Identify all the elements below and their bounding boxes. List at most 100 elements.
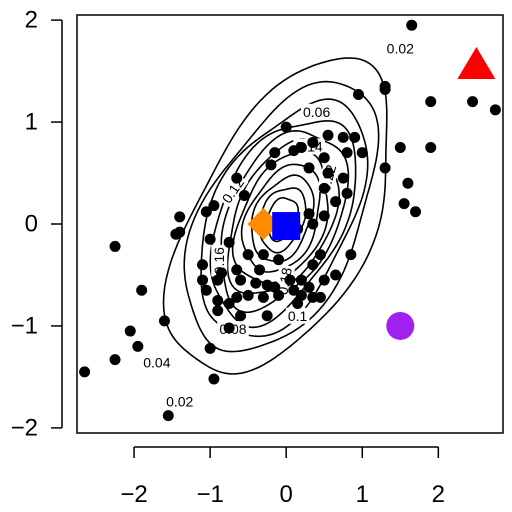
data-point: [197, 259, 209, 271]
contour-label: 0.06: [303, 104, 330, 120]
data-point: [379, 162, 391, 174]
data-point: [109, 240, 121, 252]
data-point: [242, 289, 254, 301]
data-point: [314, 249, 326, 261]
data-point: [349, 131, 361, 143]
y-axis: −2 −1 0 1 2: [11, 7, 63, 441]
data-point: [212, 305, 224, 317]
data-point: [303, 208, 315, 220]
data-point: [288, 145, 300, 157]
contour-line: [258, 187, 307, 254]
y-tick-label: 1: [25, 109, 38, 136]
contour-label: 0.04: [143, 355, 170, 371]
data-point: [231, 291, 243, 303]
data-point: [398, 198, 410, 210]
contour-label-background: [285, 307, 310, 324]
contour-label-background: [141, 354, 173, 371]
data-point: [322, 129, 334, 141]
blue-square-marker: [272, 212, 301, 241]
contour-line: [231, 151, 329, 284]
data-point: [212, 294, 224, 306]
data-point: [109, 354, 121, 366]
data-point: [318, 182, 330, 194]
data-point: [223, 322, 235, 334]
data-points: [79, 19, 501, 422]
data-point: [322, 167, 334, 179]
data-point: [208, 373, 220, 385]
contour-line: [200, 98, 369, 338]
y-tick-label: 0: [25, 211, 38, 238]
contour-label: 0.02: [166, 393, 193, 409]
data-point: [223, 236, 235, 248]
y-tick-label: −1: [11, 312, 38, 339]
data-point: [254, 264, 266, 276]
data-point: [489, 104, 501, 116]
y-tick-label: −2: [11, 414, 38, 441]
data-point: [318, 152, 330, 164]
contour-label: 0.02: [387, 41, 414, 57]
data-point: [345, 249, 357, 261]
data-point: [337, 131, 349, 143]
data-point: [170, 228, 182, 240]
data-point: [235, 274, 247, 286]
data-point: [242, 249, 254, 261]
data-point: [269, 147, 281, 159]
data-point: [231, 264, 243, 276]
data-point: [223, 298, 235, 310]
data-point: [307, 218, 319, 230]
data-point: [136, 284, 148, 296]
data-point: [425, 96, 437, 108]
data-point: [204, 342, 216, 354]
x-tick-label: −2: [120, 481, 147, 508]
x-tick-label: 0: [280, 481, 293, 508]
plot-frame: [76, 14, 504, 434]
contour-label-background: [164, 393, 196, 410]
data-point: [379, 80, 391, 92]
data-point: [303, 162, 315, 174]
data-point: [303, 281, 315, 293]
data-point: [200, 206, 212, 218]
data-point: [406, 19, 418, 31]
x-tick-label: −1: [196, 481, 223, 508]
data-point: [238, 189, 250, 201]
data-point: [79, 366, 91, 378]
contour-label: 0.1: [288, 308, 308, 324]
data-point: [402, 177, 414, 189]
data-point: [337, 172, 349, 184]
data-point: [250, 277, 262, 289]
contour-label-background: [384, 40, 417, 57]
data-point: [318, 210, 330, 222]
data-point: [261, 310, 273, 322]
data-point: [425, 142, 437, 154]
data-point: [204, 233, 216, 245]
data-point: [330, 269, 342, 281]
orange-diamond-marker: [247, 208, 280, 240]
data-point: [307, 136, 319, 148]
data-point: [280, 121, 292, 133]
data-point: [208, 200, 220, 212]
data-point: [394, 142, 406, 154]
data-point: [174, 211, 186, 223]
data-point: [330, 196, 342, 208]
data-point: [410, 206, 422, 218]
red-triangle-marker: [457, 46, 496, 79]
purple-circle-marker: [386, 311, 415, 340]
x-tick-label: 1: [356, 481, 369, 508]
contour-label: 0.16: [211, 247, 227, 274]
data-point: [314, 291, 326, 303]
data-point: [212, 274, 224, 286]
data-point: [158, 315, 170, 327]
y-tick-label: 2: [25, 7, 38, 34]
data-point: [124, 325, 136, 337]
x-axis: −2 −1 0 1 2: [120, 446, 445, 508]
data-point: [265, 159, 277, 171]
x-tick-label: 2: [432, 481, 445, 508]
data-point: [467, 96, 479, 108]
data-point: [307, 259, 319, 271]
data-point: [269, 281, 281, 293]
data-point: [197, 274, 209, 286]
data-point: [352, 89, 364, 101]
data-point: [235, 310, 247, 322]
data-point: [273, 289, 285, 301]
